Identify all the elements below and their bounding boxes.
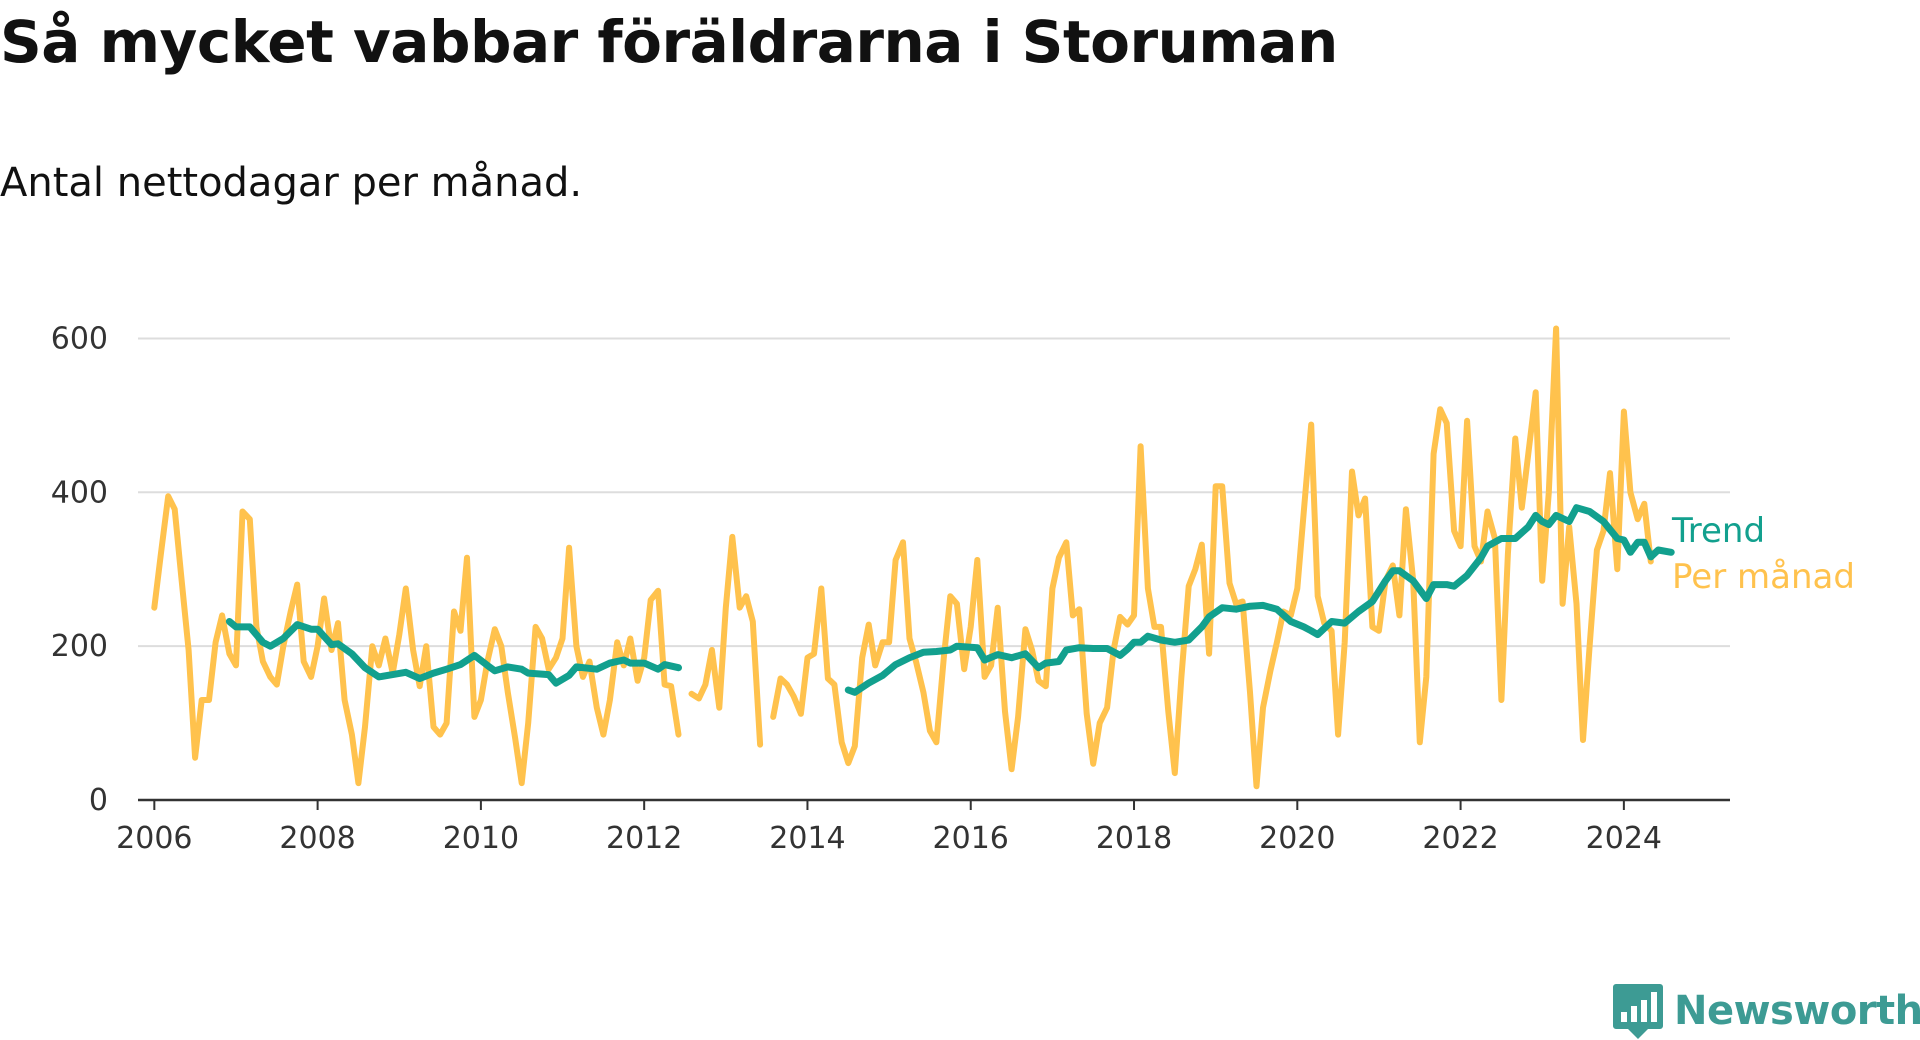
- series-line-per-manad-segment-1: [688, 533, 764, 748]
- series-line-trend-segment-1: [844, 504, 1675, 696]
- chart-subtitle: Antal nettodagar per månad.: [0, 160, 583, 206]
- x-tick-label-2014: 2014: [769, 821, 845, 856]
- brand-name: Newsworthy: [1674, 988, 1920, 1034]
- x-tick-label-2016: 2016: [933, 821, 1009, 856]
- series-line-per-manad-segment-2: [770, 325, 1654, 790]
- brand-logo: Newsworthy: [1612, 982, 1920, 1040]
- y-tick-label-0: 0: [89, 783, 108, 818]
- x-tick-label-2022: 2022: [1422, 821, 1498, 856]
- series-line-trend-segment-0: [225, 618, 682, 687]
- chart-title: Så mycket vabbar föräldrarna i Storuman: [0, 8, 1338, 76]
- y-tick-label-200: 200: [51, 629, 108, 664]
- legend-label-trend: Trend: [1671, 511, 1765, 551]
- series-line-per-manad-segment-0: [151, 493, 682, 787]
- x-tick-label-2020: 2020: [1259, 821, 1335, 856]
- x-tick-label-2012: 2012: [606, 821, 682, 856]
- x-tick-label-2018: 2018: [1096, 821, 1172, 856]
- bar-chart-logo-icon: [1613, 984, 1663, 1039]
- y-tick-label-400: 400: [51, 475, 108, 510]
- x-tick-label-2008: 2008: [279, 821, 355, 856]
- x-tick-label-2006: 2006: [116, 821, 192, 856]
- legend-label-per-manad: Per månad: [1672, 557, 1855, 597]
- x-tick-label-2024: 2024: [1586, 821, 1662, 856]
- y-tick-label-600: 600: [51, 321, 108, 356]
- x-tick-label-2010: 2010: [443, 821, 519, 856]
